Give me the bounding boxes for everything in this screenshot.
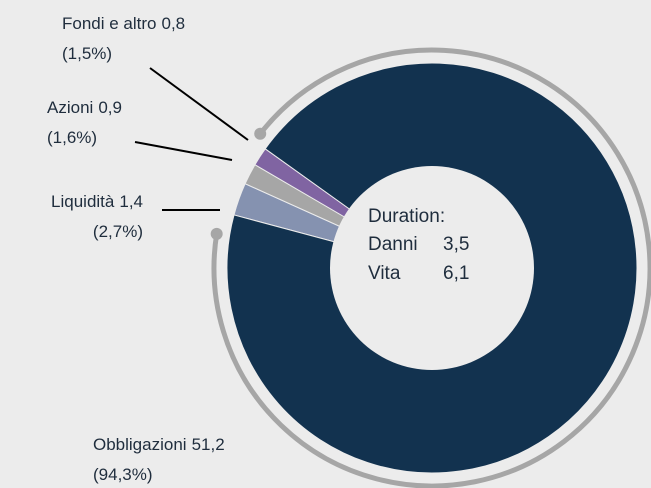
category-label: Fondi e altro — [62, 14, 157, 33]
slice-label: Fondi e altro 0,8 — [62, 14, 185, 33]
percentage-label: (1,6%) — [47, 128, 97, 147]
center-title: Duration: — [368, 206, 445, 227]
slice-label: Azioni 0,9 — [47, 98, 122, 117]
percentage-label: (2,7%) — [93, 222, 143, 241]
value-label: 0,9 — [98, 98, 122, 117]
center-value: 3,5 — [443, 234, 469, 255]
value-label: 51,2 — [192, 435, 225, 454]
category-label: Obbligazioni — [93, 435, 187, 454]
slice-label: Liquidità 1,4 — [51, 192, 143, 211]
outer-ring — [210, 47, 651, 488]
category-label: Azioni — [47, 98, 93, 117]
percentage-label: (1,5%) — [62, 44, 112, 63]
ring-dot — [254, 127, 267, 140]
value-label: 0,8 — [162, 14, 186, 33]
slice-label: Obbligazioni 51,2 — [93, 435, 225, 454]
ring-dot — [210, 227, 223, 240]
leader-line — [149, 67, 249, 141]
center-value: 6,1 — [443, 263, 469, 284]
value-label: 1,4 — [119, 192, 143, 211]
center-label: Danni — [368, 234, 418, 255]
labels: Liquidità 1,4 (2,7%) Azioni 0,9(1,6%) Fondi e… — [47, 14, 225, 484]
percentage-label: (94,3%) — [93, 465, 153, 484]
donut-hole — [330, 166, 534, 370]
ring-arc — [211, 47, 651, 488]
leader-line — [134, 141, 233, 161]
category-label: Liquidità — [51, 192, 115, 211]
center-label: Vita — [368, 263, 401, 284]
